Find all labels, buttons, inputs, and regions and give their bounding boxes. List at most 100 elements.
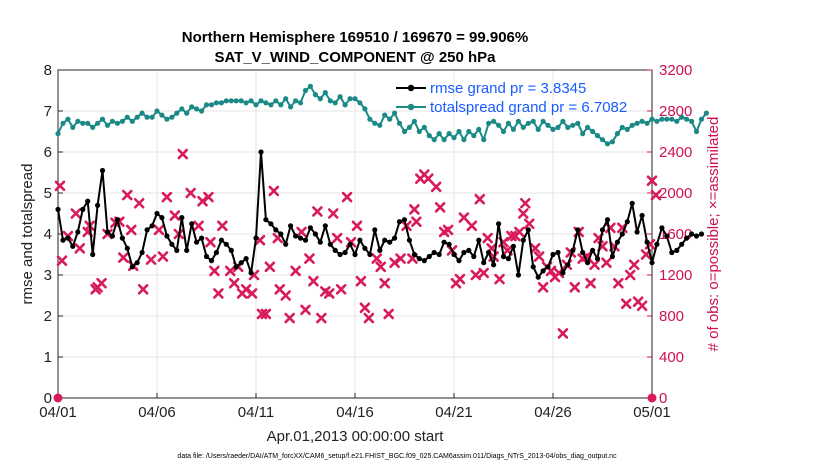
- y-tick-label: 3: [44, 267, 52, 284]
- rmse-point: [664, 233, 670, 239]
- obs-point: [395, 253, 406, 264]
- spread-point: [119, 118, 125, 124]
- obs-point: [300, 304, 311, 316]
- legend-label-spread: totalspread grand pr = 6.7082: [430, 99, 627, 116]
- obs-point: [341, 191, 353, 203]
- rmse-point: [243, 256, 249, 262]
- spread-point: [372, 120, 378, 126]
- rmse-point: [565, 262, 571, 268]
- spread-point: [297, 100, 304, 106]
- rmse-point: [253, 235, 259, 241]
- rmse-point: [659, 225, 665, 231]
- spread-series: [55, 83, 710, 147]
- spread-point: [367, 116, 373, 122]
- spread-point: [698, 116, 705, 122]
- rmse-point: [169, 241, 175, 247]
- spread-point: [60, 120, 66, 126]
- spread-point: [268, 102, 274, 108]
- obs-point: [290, 265, 301, 277]
- obs-point: [224, 265, 236, 277]
- rmse-point: [297, 235, 304, 241]
- spread-point: [654, 118, 660, 124]
- spread-point: [293, 98, 299, 104]
- rmse-point: [614, 239, 621, 245]
- rmse-point: [273, 227, 279, 233]
- obs-point: [434, 202, 446, 213]
- spread-point: [99, 116, 106, 122]
- spread-point: [401, 128, 408, 135]
- rmse-point: [639, 212, 645, 219]
- rmse-point: [401, 217, 408, 223]
- obs-point: [557, 328, 569, 339]
- footnote: data file: /Users/raeder/DAI/ATM_forcXX/…: [177, 453, 617, 460]
- y-axis-label: rmse and totalspread: [19, 164, 36, 305]
- y2-axis-label: # of obs: o=possible; ×=assimilated: [705, 117, 722, 352]
- spread-point: [406, 124, 412, 130]
- obs-point: [585, 277, 596, 289]
- spread-point: [189, 104, 195, 110]
- obs-point: [240, 284, 252, 295]
- spread-point: [362, 106, 368, 112]
- spread-point: [307, 83, 313, 89]
- obs-point: [304, 253, 315, 264]
- spread-point: [396, 120, 403, 126]
- obs-point: [454, 273, 466, 285]
- rmse-point: [693, 233, 700, 239]
- rmse-point: [441, 239, 447, 245]
- rmse-point: [540, 268, 546, 274]
- rmse-point: [525, 227, 531, 233]
- spread-point: [392, 110, 398, 116]
- spread-point: [629, 122, 635, 128]
- spread-point: [263, 100, 269, 106]
- spread-point: [570, 122, 576, 128]
- spread-point: [283, 96, 289, 102]
- rmse-point: [515, 272, 522, 278]
- spread-point: [164, 116, 170, 122]
- spread-point: [451, 135, 457, 141]
- obs-point: [246, 288, 258, 299]
- obs-point: [145, 254, 157, 265]
- spread-point: [347, 96, 353, 102]
- x-tick-label: 04/16: [336, 404, 374, 421]
- obs-point: [529, 243, 541, 254]
- spread-point: [387, 116, 393, 122]
- rmse-point: [505, 256, 511, 262]
- spread-point: [144, 114, 150, 120]
- spread-point: [496, 122, 502, 128]
- x-tick-label: 04/21: [435, 404, 473, 421]
- x-tick-label: 04/01: [39, 404, 77, 421]
- rmse-point: [357, 237, 363, 243]
- obs-point: [383, 308, 394, 320]
- spread-point: [184, 110, 190, 116]
- obs-point: [169, 210, 181, 221]
- spread-point: [357, 100, 363, 106]
- rmse-point: [95, 202, 101, 208]
- rmse-point: [426, 253, 432, 260]
- spread-point: [179, 106, 185, 112]
- spread-point: [421, 124, 427, 130]
- obs-point: [620, 298, 632, 309]
- rmse-point: [114, 217, 120, 223]
- rmse-point: [129, 264, 135, 270]
- spread-point: [75, 118, 81, 124]
- obs-point: [355, 275, 367, 287]
- rmse-point: [367, 251, 373, 258]
- spread-point: [590, 128, 596, 135]
- rmse-point: [461, 249, 467, 256]
- spread-point: [515, 118, 522, 124]
- legend-label-rmse: rmse grand pr = 3.8345: [430, 80, 586, 97]
- rmse-point: [164, 233, 170, 239]
- spread-point: [208, 102, 215, 108]
- spread-point: [555, 124, 561, 130]
- spread-point: [377, 122, 383, 128]
- obs-point: [470, 269, 482, 281]
- spread-point: [288, 104, 294, 110]
- x-tick-label: 04/26: [534, 404, 572, 421]
- rmse-point: [446, 241, 452, 247]
- spread-point: [238, 98, 244, 104]
- rmse-point: [570, 247, 576, 253]
- obs-point: [193, 220, 204, 232]
- obs-point: [359, 302, 371, 314]
- rmse-point: [218, 237, 224, 243]
- y-tick-label: 0: [44, 390, 52, 407]
